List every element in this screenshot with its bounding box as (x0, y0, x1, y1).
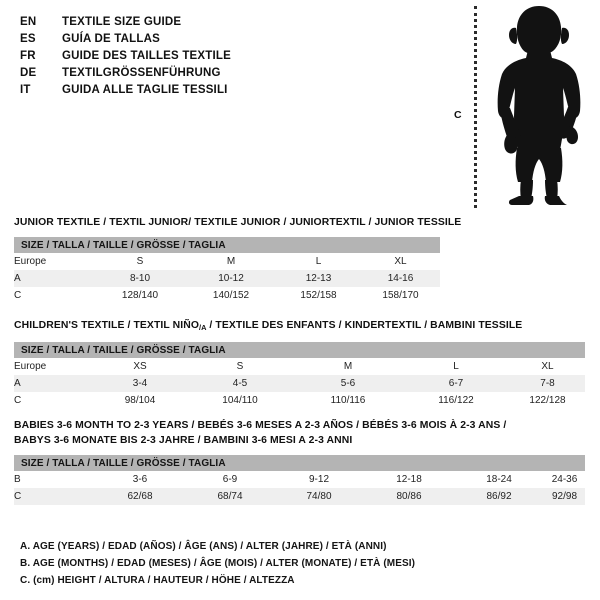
table-cell: 5-6 (294, 375, 402, 392)
table-cell: XL (394, 256, 407, 267)
table-cell: 98/104 (124, 395, 156, 406)
table-cell: 74/80 (274, 488, 364, 505)
table-cell: S (236, 361, 244, 372)
table-cell: 140/152 (212, 290, 250, 301)
band-label: SIZE / TALLA / TAILLE / GRÖSSE / TAGLIA (14, 237, 440, 253)
table-cell: XS (133, 361, 147, 372)
table-cell: 122/128 (529, 395, 566, 406)
table-cell: 10-12 (186, 270, 276, 287)
table-cell: 128/140 (121, 290, 159, 301)
legend-row-b: B. AGE (MONTHS) / EDAD (MESES) / ÂGE (MO… (20, 558, 416, 569)
table-cell: 86/92 (454, 488, 544, 505)
table-row: A 3-4 4-5 5-6 6-7 7-8 (14, 375, 585, 392)
table-cell: 152/158 (300, 290, 337, 301)
table-cell: 158/170 (382, 290, 419, 301)
language-title: GUIDE DES TAILLES TEXTILE (62, 50, 231, 62)
band-label: SIZE / TALLA / TAILLE / GRÖSSE / TAGLIA (14, 455, 585, 471)
table-cell: S (136, 256, 144, 267)
table-cell: L (315, 256, 322, 267)
language-code: ES (20, 33, 36, 45)
children-title-pre: CHILDREN'S TEXTILE / TEXTIL NIÑO (14, 320, 200, 331)
babies-section-title-line1: BABIES 3-6 MONTH TO 2-3 YEARS / BEBÉS 3-… (14, 420, 507, 431)
row-label: Europe (14, 256, 47, 267)
language-title: GUIDA ALLE TAGLIE TESSILI (62, 84, 228, 96)
table-cell: 3-4 (94, 375, 186, 392)
language-row-en: EN TEXTILE SIZE GUIDE (20, 14, 420, 31)
table-cell: 6-9 (222, 474, 238, 485)
language-code: DE (20, 67, 37, 79)
children-title-post: / TEXTILE DES ENFANTS / KINDERTEXTIL / B… (206, 320, 523, 331)
table-cell: 12-18 (396, 474, 422, 485)
language-row-fr: FR GUIDE DES TAILLES TEXTILE (20, 48, 420, 65)
legend-block: A. AGE (YEARS) / EDAD (AÑOS) / ÂGE (ANS)… (20, 538, 415, 589)
table-band-header-row: SIZE / TALLA / TAILLE / GRÖSSE / TAGLIA (14, 342, 585, 358)
table-cell: 68/74 (186, 488, 274, 505)
toddler-silhouette-icon (497, 6, 581, 205)
children-section-title: CHILDREN'S TEXTILE / TEXTIL NIÑO/A / TEX… (14, 318, 585, 335)
legend-row-a: A. AGE (YEARS) / EDAD (AÑOS) / ÂGE (ANS)… (20, 541, 387, 552)
table-cell: 14-16 (361, 270, 440, 287)
legend-row-c: C. (cm) HEIGHT / ALTURA / HAUTEUR / HÖHE… (20, 575, 295, 586)
band-label: SIZE / TALLA / TAILLE / GRÖSSE / TAGLIA (14, 342, 585, 358)
table-cell: 3-6 (132, 474, 148, 485)
language-title-block: EN TEXTILE SIZE GUIDE ES GUÍA DE TALLAS … (20, 14, 420, 99)
table-cell: 7-8 (510, 375, 585, 392)
language-title: TEXTILE SIZE GUIDE (62, 16, 182, 28)
row-label: C (14, 488, 94, 505)
table-cell: 8-10 (94, 270, 186, 287)
language-row-es: ES GUÍA DE TALLAS (20, 31, 420, 48)
table-row: C 98/104 104/110 110/116 116/122 122/128 (14, 392, 585, 409)
table-cell: 110/116 (330, 395, 366, 406)
language-row-it: IT GUIDA ALLE TAGLIE TESSILI (20, 82, 420, 99)
table-cell: 24-36 (551, 474, 578, 485)
table-row: C 128/140 140/152 152/158 158/170 (14, 287, 440, 304)
table-row: C 62/68 68/74 74/80 80/86 86/92 92/98 (14, 488, 585, 505)
language-row-de: DE TEXTILGRÖSSENFÜHRUNG (20, 65, 420, 82)
language-code: IT (20, 84, 31, 96)
language-code: EN (20, 16, 37, 28)
table-row: Europe XS S M L XL (14, 358, 585, 375)
junior-size-table: SIZE / TALLA / TAILLE / GRÖSSE / TAGLIA … (14, 237, 440, 304)
table-cell: L (453, 361, 459, 372)
table-band-header-row: SIZE / TALLA / TAILLE / GRÖSSE / TAGLIA (14, 237, 440, 253)
children-title-subscript: /A (199, 323, 207, 332)
height-illustration: C (440, 4, 600, 210)
height-measure-dashed-line (474, 6, 477, 208)
section-childrens-textile: CHILDREN'S TEXTILE / TEXTIL NIÑO/A / TEX… (14, 318, 585, 409)
table-row: A 8-10 10-12 12-13 14-16 (14, 270, 440, 287)
babies-section-title-line2: BABYS 3-6 MONATE BIS 2-3 JAHRE / BAMBINI… (14, 435, 353, 446)
junior-section-title: JUNIOR TEXTILE / TEXTIL JUNIOR/ TEXTILE … (14, 217, 462, 228)
table-cell: XL (541, 361, 554, 372)
table-cell: M (343, 361, 353, 372)
table-cell: 9-12 (308, 474, 329, 485)
table-cell: 62/68 (94, 488, 186, 505)
table-cell: 80/86 (364, 488, 454, 505)
row-label: C (14, 290, 22, 301)
table-band-header-row: SIZE / TALLA / TAILLE / GRÖSSE / TAGLIA (14, 455, 585, 471)
row-label: C (14, 395, 22, 406)
row-label: A (14, 375, 94, 392)
section-babies-textile: BABIES 3-6 MONTH TO 2-3 YEARS / BEBÉS 3-… (14, 418, 585, 505)
table-cell: 6-7 (402, 375, 510, 392)
table-cell: M (226, 256, 236, 267)
table-cell: 4-5 (186, 375, 294, 392)
language-code: FR (20, 50, 36, 62)
table-cell: 104/110 (222, 395, 258, 406)
height-measure-label: C (454, 109, 462, 121)
table-row: Europe S M L XL (14, 253, 440, 270)
table-cell: 116/122 (438, 395, 474, 406)
table-row: B 3-6 6-9 9-12 12-18 18-24 24-36 (14, 471, 585, 488)
language-title: GUÍA DE TALLAS (62, 33, 160, 45)
children-size-table: SIZE / TALLA / TAILLE / GRÖSSE / TAGLIA … (14, 342, 585, 409)
table-cell: 92/98 (544, 488, 585, 505)
row-label: A (14, 270, 94, 287)
section-junior-textile: JUNIOR TEXTILE / TEXTIL JUNIOR/ TEXTILE … (14, 215, 461, 304)
table-cell: 12-13 (276, 270, 361, 287)
babies-size-table: SIZE / TALLA / TAILLE / GRÖSSE / TAGLIA … (14, 455, 585, 505)
row-label: B (14, 474, 21, 485)
row-label: Europe (14, 361, 47, 372)
language-title: TEXTILGRÖSSENFÜHRUNG (62, 67, 221, 79)
table-cell: 18-24 (486, 474, 512, 485)
